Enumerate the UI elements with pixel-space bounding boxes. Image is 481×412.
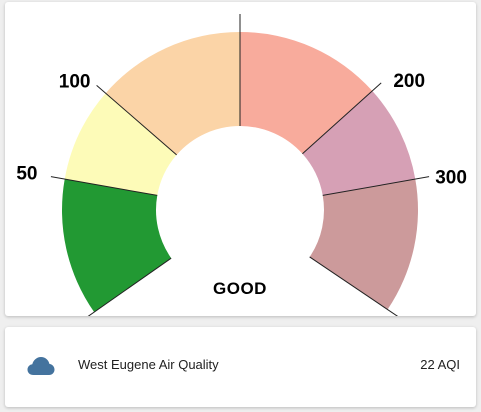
- gauge-segment-100-150: [105, 32, 240, 155]
- entity-state: 22 AQI: [420, 357, 460, 372]
- gauge-tick-label-100: 100: [59, 71, 91, 92]
- gauge-segments: [62, 32, 419, 313]
- gauge-segment-0-50: [62, 179, 172, 313]
- cloud-icon: [27, 357, 55, 375]
- gauge-segment-50-100: [64, 93, 177, 196]
- gauge-tick-line-200: [302, 82, 382, 155]
- gauge-tick-label-150: 150: [224, 2, 256, 6]
- gauge-segment-150-200: [240, 32, 373, 154]
- gauge-tick-label-50: 50: [16, 164, 37, 185]
- gauge-tick-label-300: 300: [435, 168, 467, 189]
- gauge-card[interactable]: 050100150200300500 GOOD: [5, 2, 476, 316]
- gauge-tick-lines: [50, 14, 430, 316]
- gauge-status-text: GOOD: [213, 279, 267, 298]
- gauge-tick-line-300: [322, 176, 430, 196]
- entity-card: West Eugene Air Quality 22 AQI: [5, 327, 476, 407]
- gauge-tick-line-0: [87, 257, 172, 316]
- aqi-gauge: 050100150200300500 GOOD: [16, 2, 467, 316]
- entity-row-air-quality[interactable]: West Eugene Air Quality 22 AQI: [5, 327, 476, 407]
- gauge-tick-label-200: 200: [393, 71, 425, 92]
- gauge-segment-300-500: [309, 179, 419, 310]
- gauge-segment-200-300: [302, 90, 416, 196]
- gauge-tick-line-100: [96, 84, 177, 156]
- entity-name: West Eugene Air Quality: [78, 357, 219, 372]
- gauge-tick-line-500: [309, 256, 399, 316]
- gauge-tick-line-50: [50, 176, 158, 196]
- gauge-tick-labels: 050100150200300500: [16, 2, 467, 189]
